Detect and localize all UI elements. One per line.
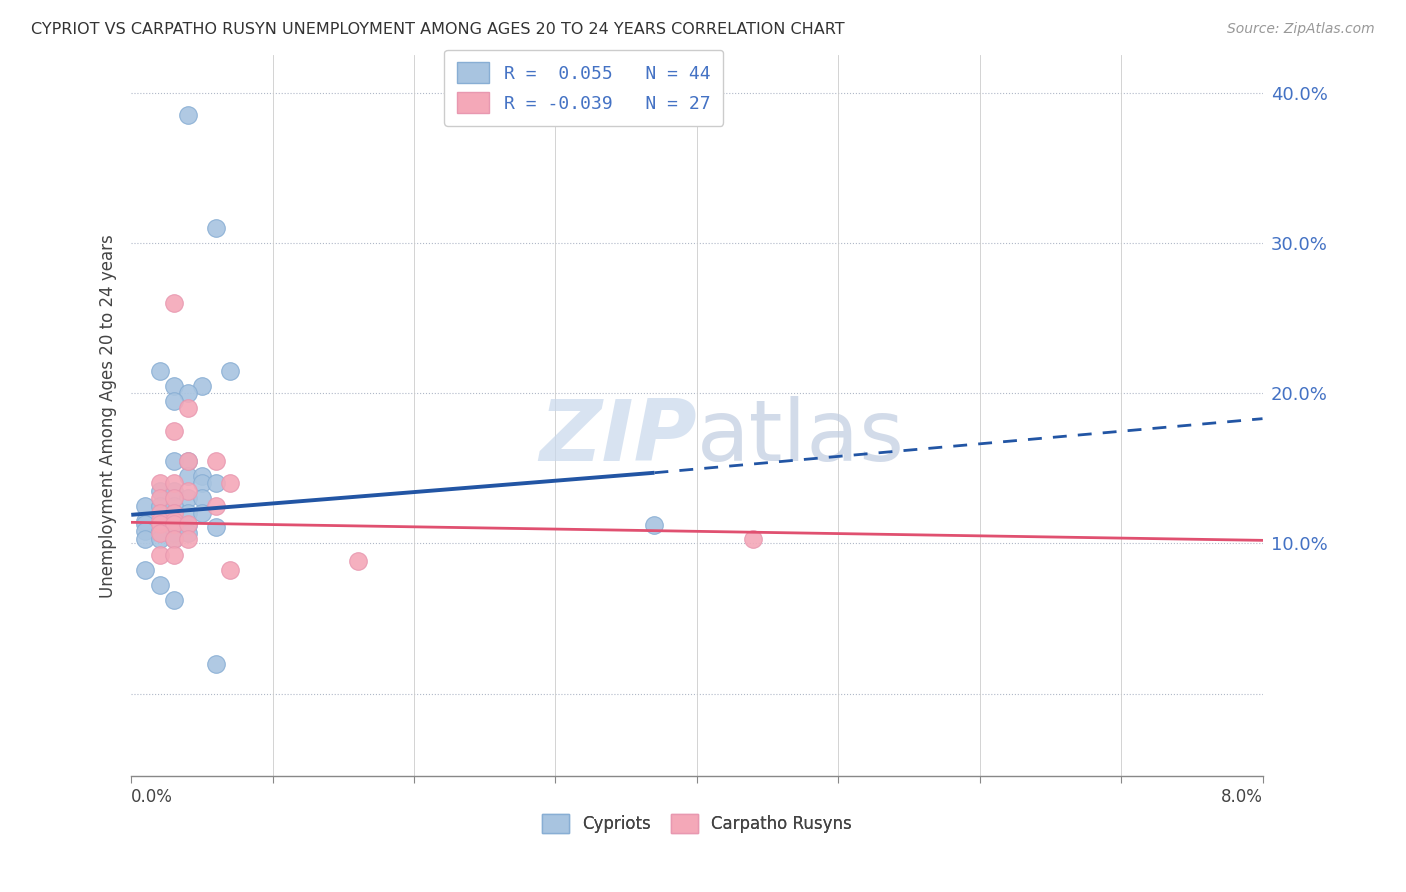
Text: Source: ZipAtlas.com: Source: ZipAtlas.com [1227,22,1375,37]
Point [191,506,214,520]
Point [148,476,170,491]
Point [134,499,156,513]
Point [191,476,214,491]
Point [163,532,186,546]
Point [191,378,214,392]
Point [163,454,186,468]
Point [346,554,368,568]
Point [163,296,186,310]
Point [134,514,156,528]
Point [191,468,214,483]
Text: atlas: atlas [697,396,905,479]
Point [148,516,170,531]
Point [148,483,170,498]
Point [219,563,242,577]
Point [163,491,186,506]
Point [148,525,170,540]
Point [205,520,228,534]
Point [163,516,186,531]
Point [148,524,170,539]
Point [205,454,228,468]
Point [134,524,156,539]
Point [163,506,186,520]
Point [177,454,200,468]
Point [148,499,170,513]
Point [148,363,170,377]
Y-axis label: Unemployment Among Ages 20 to 24 years: Unemployment Among Ages 20 to 24 years [100,234,117,598]
Point [163,525,186,540]
Legend: Cypriots, Carpatho Rusyns: Cypriots, Carpatho Rusyns [536,807,858,840]
Point [148,532,170,546]
Point [163,476,186,491]
Point [177,468,200,483]
Text: 8.0%: 8.0% [1220,789,1263,806]
Point [177,516,200,531]
Point [163,593,186,607]
Point [148,514,170,528]
Point [219,363,242,377]
Point [205,657,228,671]
Point [191,491,214,506]
Point [163,506,186,520]
Point [177,532,200,546]
Point [163,532,186,546]
Point [163,393,186,408]
Point [177,401,200,416]
Point [177,454,200,468]
Point [163,424,186,438]
Text: ZIP: ZIP [540,396,697,479]
Point [205,499,228,513]
Point [163,518,186,533]
Point [148,549,170,563]
Point [163,499,186,513]
Point [148,578,170,592]
Point [148,491,170,506]
Point [134,532,156,546]
Text: CYPRIOT VS CARPATHO RUSYN UNEMPLOYMENT AMONG AGES 20 TO 24 YEARS CORRELATION CHA: CYPRIOT VS CARPATHO RUSYN UNEMPLOYMENT A… [31,22,845,37]
Point [177,518,200,533]
Point [219,476,242,491]
Point [177,386,200,401]
Point [163,549,186,563]
Point [177,506,200,520]
Point [148,516,170,531]
Point [742,532,765,546]
Point [177,525,200,540]
Point [134,516,156,531]
Point [177,108,200,122]
Point [205,476,228,491]
Point [163,378,186,392]
Point [205,220,228,235]
Point [148,506,170,520]
Point [177,483,200,498]
Point [148,514,170,528]
Point [177,491,200,506]
Point [643,518,665,533]
Point [134,563,156,577]
Text: 0.0%: 0.0% [131,789,173,806]
Point [163,483,186,498]
Point [163,514,186,528]
Point [163,514,186,528]
